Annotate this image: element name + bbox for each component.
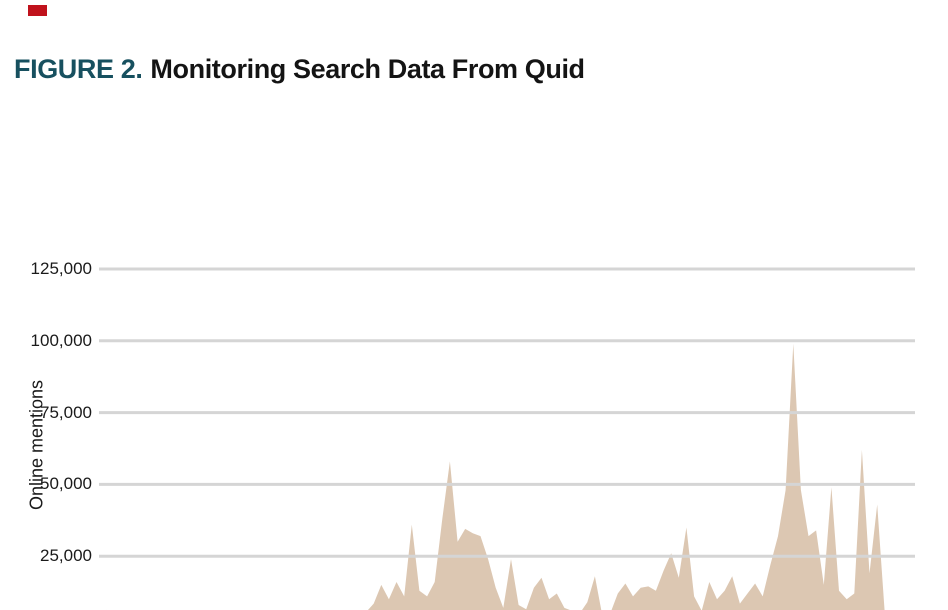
plot-area [99,267,915,610]
figure-title-text: Monitoring Search Data From Quid [150,54,585,84]
figure-number-label: FIGURE 2. [14,54,143,84]
y-tick-label: 25,000 [40,546,92,566]
red-corner-mark [28,5,47,16]
y-tick-label: 50,000 [40,474,92,494]
mentions-area-series [106,343,885,610]
y-tick-label: 75,000 [40,402,92,422]
figure-title: FIGURE 2. Monitoring Search Data From Qui… [14,54,585,85]
y-tick-label: 125,000 [30,259,92,278]
area-chart: Online mentions 025,00050,00075,000100,0… [0,120,948,610]
y-tick-label: 100,000 [30,330,92,350]
